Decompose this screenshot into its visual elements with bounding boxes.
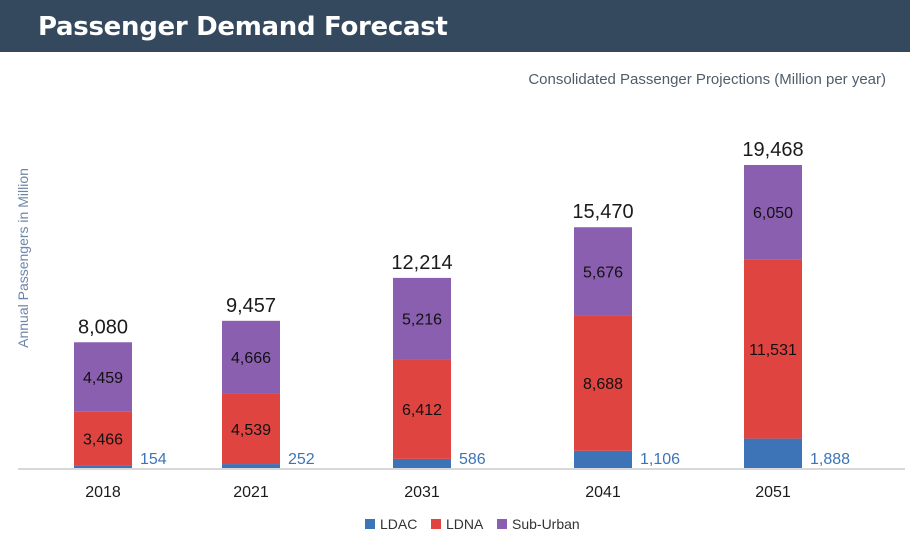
x-tick-2041: 2041 — [585, 484, 621, 501]
bar-label-ldac-2051: 1,888 — [810, 451, 850, 468]
total-label-2031: 12,214 — [391, 252, 452, 274]
total-label-2018: 8,080 — [78, 316, 128, 338]
bar-ldac-2031 — [393, 458, 451, 468]
bar-ldna-2041 — [574, 315, 632, 451]
legend-swatch-sub-urban — [497, 519, 507, 529]
bar-sub-urban-2041 — [574, 227, 632, 316]
total-label-2041: 15,470 — [572, 201, 633, 223]
y-axis-label: Annual Passengers in Million — [15, 168, 31, 348]
bar-ldna-2031 — [393, 359, 451, 459]
legend-label-ldac: LDAC — [380, 516, 417, 532]
bar-label-sub-urban-2021: 4,666 — [231, 350, 271, 367]
bar-label-sub-urban-2051: 6,050 — [753, 205, 793, 222]
bar-label-ldna-2031: 6,412 — [402, 402, 442, 419]
bar-ldac-2018 — [74, 465, 132, 468]
x-tick-2018: 2018 — [85, 484, 121, 501]
legend: LDAC LDNA Sub-Urban — [365, 516, 580, 532]
bar-ldac-2041 — [574, 450, 632, 468]
bar-label-ldna-2018: 3,466 — [83, 432, 123, 449]
legend-swatch-ldac — [365, 519, 375, 529]
x-tick-2021: 2021 — [233, 484, 269, 501]
total-label-2021: 9,457 — [226, 295, 276, 317]
bar-label-sub-urban-2018: 4,459 — [83, 370, 123, 387]
bar-label-ldac-2021: 252 — [288, 451, 315, 468]
bar-ldna-2051 — [744, 259, 802, 439]
bar-ldac-2051 — [744, 438, 802, 468]
bar-sub-urban-2051 — [744, 164, 802, 260]
total-label-2051: 19,468 — [742, 139, 803, 161]
bar-label-ldna-2051: 11,531 — [749, 342, 797, 359]
x-tick-2031: 2031 — [404, 484, 440, 501]
bar-label-ldna-2021: 4,539 — [231, 422, 271, 439]
bar-label-ldac-2018: 154 — [140, 451, 167, 468]
bar-label-sub-urban-2041: 5,676 — [583, 264, 623, 281]
bar-sub-urban-2018 — [74, 342, 132, 412]
bar-sub-urban-2031 — [393, 277, 451, 360]
bar-label-ldac-2041: 1,106 — [640, 451, 680, 468]
header-bar: Passenger Demand Forecast — [0, 0, 910, 52]
bar-ldna-2018 — [74, 411, 132, 466]
bar-ldac-2021 — [222, 464, 280, 468]
page-title: Passenger Demand Forecast — [38, 12, 448, 42]
x-tick-2051: 2051 — [755, 484, 791, 501]
legend-swatch-ldna — [431, 519, 441, 529]
bar-sub-urban-2021 — [222, 320, 280, 394]
bar-label-ldna-2041: 8,688 — [583, 376, 623, 393]
bar-label-ldac-2031: 586 — [459, 451, 486, 468]
bars-group: 154 3,466 4,459 8,080 2018 252 4,539 4,666 9,457… — [74, 139, 850, 501]
chart-subtitle: Consolidated Passenger Projections (Mill… — [528, 71, 886, 88]
legend-label-ldna: LDNA — [446, 516, 484, 532]
legend-label-sub-urban: Sub-Urban — [512, 516, 580, 532]
bar-label-sub-urban-2031: 5,216 — [402, 311, 442, 328]
bar-ldna-2021 — [222, 393, 280, 465]
